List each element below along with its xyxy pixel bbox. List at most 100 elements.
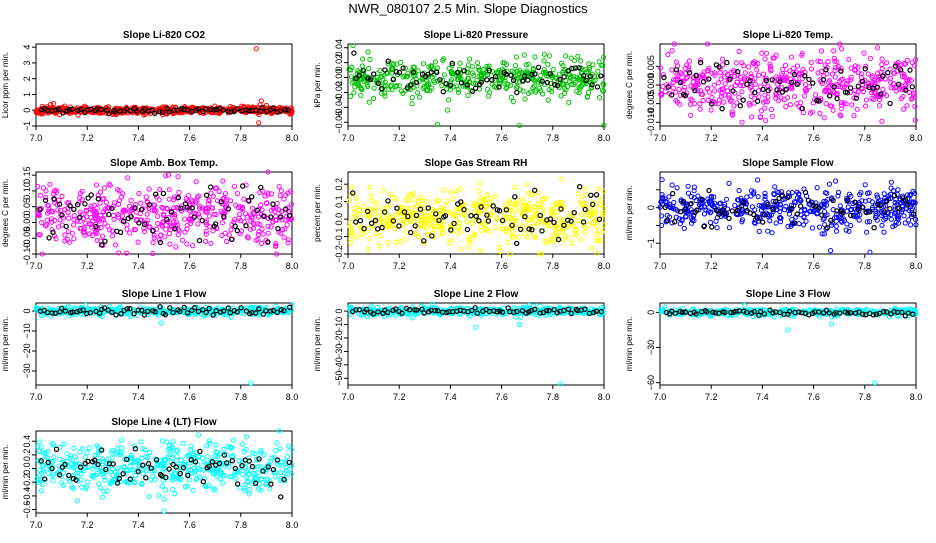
data-point xyxy=(124,251,128,255)
data-point xyxy=(727,181,731,185)
data-point xyxy=(242,197,246,201)
data-point xyxy=(889,86,893,90)
data-point xyxy=(877,104,881,108)
data-point xyxy=(546,62,550,66)
data-point xyxy=(562,91,566,95)
data-point xyxy=(386,59,390,63)
series-colored xyxy=(658,178,918,255)
x-tick-label: 7.4 xyxy=(132,392,145,402)
data-point xyxy=(194,180,198,184)
data-point xyxy=(815,186,819,190)
data-point xyxy=(527,222,531,226)
data-point xyxy=(485,78,489,82)
data-point xyxy=(715,226,719,230)
data-point xyxy=(467,245,471,249)
data-point xyxy=(716,81,720,85)
data-point xyxy=(474,214,478,218)
data-point xyxy=(722,100,726,104)
data-point xyxy=(244,224,248,228)
data-point xyxy=(72,214,76,218)
y-tick-label: −1 xyxy=(22,121,32,131)
data-point xyxy=(515,241,519,245)
data-point xyxy=(478,249,482,253)
data-point xyxy=(277,185,281,189)
data-point xyxy=(394,240,398,244)
data-point xyxy=(743,71,747,75)
data-point xyxy=(567,100,571,104)
data-point xyxy=(125,227,129,231)
data-point xyxy=(511,212,515,216)
data-point xyxy=(587,223,591,227)
data-point xyxy=(562,75,566,79)
data-point xyxy=(671,86,675,90)
data-point xyxy=(494,194,498,198)
data-point xyxy=(478,181,482,185)
data-point xyxy=(526,78,530,82)
chart-title: Slope Li-820 CO2 xyxy=(123,30,206,41)
x-tick-label: 8.0 xyxy=(598,392,611,402)
data-point xyxy=(512,229,516,233)
data-point xyxy=(447,66,451,70)
data-point xyxy=(687,59,691,63)
data-point xyxy=(376,227,380,231)
data-point xyxy=(235,192,239,196)
data-point xyxy=(509,95,513,99)
data-point xyxy=(361,57,365,61)
data-point xyxy=(521,198,525,202)
data-point xyxy=(445,199,449,203)
data-point xyxy=(597,60,601,64)
outlier-point xyxy=(786,328,790,332)
chart-title: Slope Line 2 Flow xyxy=(434,289,519,300)
data-point xyxy=(56,208,60,212)
data-point xyxy=(260,241,264,245)
data-point xyxy=(709,108,713,112)
data-point xyxy=(724,197,728,201)
y-tick-label: −30 xyxy=(22,363,32,378)
data-point xyxy=(749,94,753,98)
data-point xyxy=(753,208,757,212)
chart-title: Slope Line 3 Flow xyxy=(746,289,831,300)
x-tick-label: 7.8 xyxy=(235,133,248,143)
data-point xyxy=(368,57,372,61)
data-point xyxy=(583,230,587,234)
data-point xyxy=(834,224,838,228)
chart-title: Slope Line 1 Flow xyxy=(122,289,207,300)
data-point xyxy=(279,189,283,193)
data-point xyxy=(494,225,498,229)
data-point xyxy=(468,240,472,244)
data-point xyxy=(379,233,383,237)
data-point xyxy=(229,315,233,319)
data-point xyxy=(514,208,518,212)
data-point xyxy=(835,229,839,233)
y-axis-label: degrees C per min. xyxy=(625,51,634,119)
data-point xyxy=(161,191,165,195)
data-point xyxy=(233,184,237,188)
data-point xyxy=(348,94,352,98)
data-point xyxy=(449,190,453,194)
data-point xyxy=(732,104,736,108)
data-point xyxy=(774,221,778,225)
data-point xyxy=(706,98,710,102)
data-point xyxy=(489,73,493,77)
data-point xyxy=(587,90,591,94)
data-point xyxy=(761,87,765,91)
data-point xyxy=(515,90,519,94)
y-tick-label: 0.04 xyxy=(334,39,344,57)
data-point xyxy=(576,192,580,196)
data-point xyxy=(589,246,593,250)
x-tick-label: 7.8 xyxy=(859,261,872,271)
data-point xyxy=(822,116,826,120)
data-point xyxy=(38,193,42,197)
data-point xyxy=(542,59,546,63)
data-point xyxy=(381,188,385,192)
data-point xyxy=(209,191,213,195)
data-point xyxy=(862,51,866,55)
data-point xyxy=(763,57,767,61)
data-point xyxy=(282,235,286,239)
data-point xyxy=(764,118,768,122)
data-point xyxy=(670,183,674,187)
data-point xyxy=(809,60,813,64)
data-point xyxy=(83,202,87,206)
data-point xyxy=(386,241,390,245)
data-point xyxy=(864,104,868,108)
